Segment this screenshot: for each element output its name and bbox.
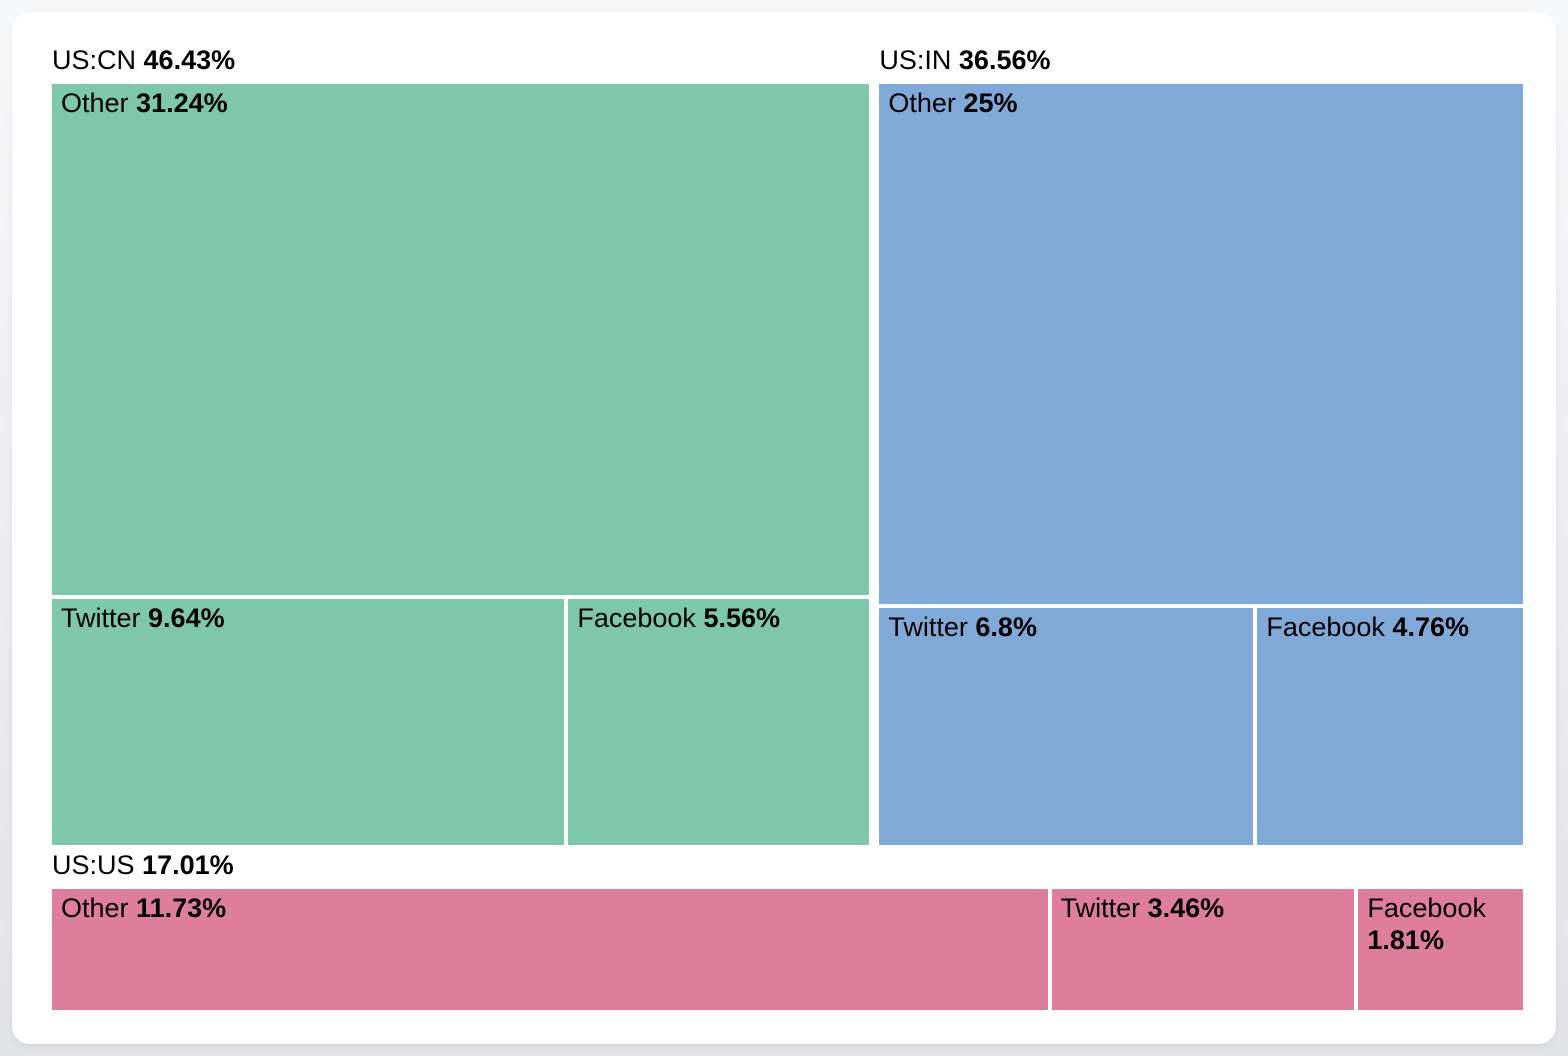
- cell-us-in-twitter[interactable]: Twitter 6.8%: [879, 607, 1254, 845]
- cell-label: Twitter: [888, 611, 968, 642]
- cell-value: 5.56%: [703, 603, 781, 634]
- treemap-card: US:CN 46.43% Other 31.24% Twitter 9.64%: [12, 12, 1556, 1044]
- group-cells-us-cn: Other 31.24% Twitter 9.64% Facebook 5.56…: [52, 84, 870, 845]
- cell-value: 3.46%: [1147, 893, 1225, 923]
- group-cells-us-in: Other 25% Twitter 6.8% Facebook 4.76%: [879, 84, 1523, 845]
- group-value: 36.56%: [958, 45, 1051, 75]
- group-subrow-us-cn: Twitter 9.64% Facebook 5.56%: [52, 599, 870, 845]
- cell-us-cn-facebook[interactable]: Facebook 5.56%: [568, 599, 870, 845]
- cell-value: 31.24%: [136, 88, 228, 118]
- group-header-us-in: US:IN 36.56%: [879, 44, 1523, 84]
- cell-us-in-other[interactable]: Other 25%: [879, 84, 1523, 604]
- treemap-group-us-us: US:US 17.01% Other 11.73% Twitter 3.46% …: [52, 849, 1523, 1010]
- cell-us-us-other[interactable]: Other 11.73%: [52, 889, 1048, 1010]
- treemap-group-us-in: US:IN 36.56% Other 25% Twitter 6.8%: [879, 44, 1523, 845]
- cell-value: 4.76%: [1392, 611, 1469, 642]
- treemap-group-us-cn: US:CN 46.43% Other 31.24% Twitter 9.64%: [52, 44, 870, 845]
- group-header-us-us: US:US 17.01%: [52, 849, 1523, 889]
- cell-label: Other: [61, 893, 129, 923]
- treemap-chart: US:CN 46.43% Other 31.24% Twitter 9.64%: [52, 44, 1523, 1010]
- group-cells-us-us: Other 11.73% Twitter 3.46% Facebook 1.81…: [52, 889, 1523, 1010]
- treemap-top-row: US:CN 46.43% Other 31.24% Twitter 9.64%: [52, 44, 1523, 845]
- cell-label: Facebook: [1367, 893, 1486, 923]
- cell-label: Twitter: [61, 603, 141, 634]
- cell-value: 6.8%: [975, 611, 1037, 642]
- cell-label: Facebook: [577, 603, 696, 634]
- cell-us-us-twitter[interactable]: Twitter 3.46%: [1051, 889, 1355, 1010]
- cell-value: 11.73%: [136, 893, 227, 923]
- group-value: 46.43%: [143, 45, 236, 75]
- cell-label: Twitter: [1060, 893, 1141, 923]
- cell-us-in-facebook[interactable]: Facebook 4.76%: [1257, 607, 1523, 845]
- group-value: 17.01%: [142, 850, 234, 880]
- cell-us-us-facebook[interactable]: Facebook 1.81%: [1358, 889, 1523, 1010]
- group-label: US:IN: [879, 45, 952, 75]
- cell-label: Other: [61, 88, 129, 118]
- cell-value: 25%: [963, 88, 1018, 118]
- cell-value: 1.81%: [1367, 925, 1444, 955]
- group-subrow-us-in: Twitter 6.8% Facebook 4.76%: [879, 607, 1523, 845]
- cell-label: Other: [888, 88, 956, 118]
- cell-us-cn-other[interactable]: Other 31.24%: [52, 84, 870, 596]
- group-label: US:US: [52, 850, 135, 880]
- cell-value: 9.64%: [148, 603, 225, 634]
- cell-label: Facebook: [1266, 611, 1385, 642]
- cell-us-cn-twitter[interactable]: Twitter 9.64%: [52, 599, 565, 845]
- group-header-us-cn: US:CN 46.43%: [52, 44, 869, 84]
- group-label: US:CN: [52, 45, 137, 75]
